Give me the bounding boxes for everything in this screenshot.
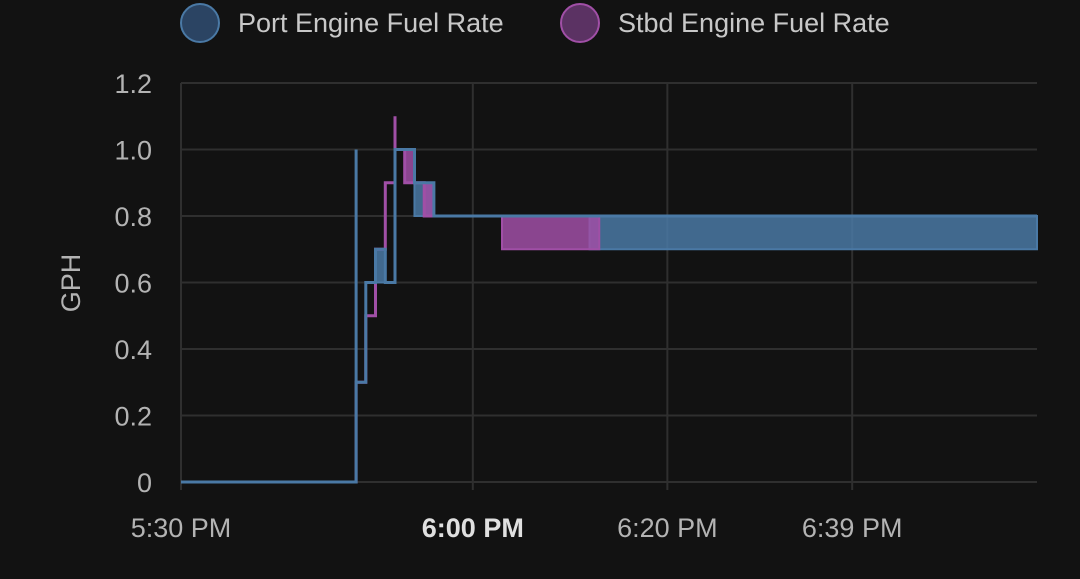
legend-swatch[interactable] — [180, 3, 220, 43]
y-tick-label: 0.4 — [114, 335, 152, 365]
x-tick-label: 6:39 PM — [802, 513, 903, 543]
legend-label[interactable]: Port Engine Fuel Rate — [238, 8, 504, 38]
y-tick-label: 0 — [137, 468, 152, 498]
y-axis-ticks: 0 0.2 0.4 0.6 0.8 1.0 1.2 — [114, 69, 152, 498]
series-band — [588, 215, 1039, 251]
x-tick-label: 6:20 PM — [617, 513, 718, 543]
series-line — [181, 116, 502, 484]
legend-swatch[interactable] — [560, 3, 600, 43]
y-tick-label: 0.2 — [114, 402, 152, 432]
legend: Port Engine Fuel Rate Stbd Engine Fuel Ra… — [180, 3, 890, 43]
y-axis-title: GPH — [56, 254, 86, 313]
grid-lines — [180, 82, 1037, 490]
x-tick-label: 6:00 PM — [422, 513, 524, 543]
series-line — [181, 148, 1037, 484]
y-tick-label: 0.8 — [114, 202, 152, 232]
y-tick-label: 1.0 — [114, 136, 152, 166]
series-lines — [181, 116, 1037, 484]
series-band — [501, 215, 601, 251]
y-tick-label: 0.6 — [114, 269, 152, 299]
legend-label[interactable]: Stbd Engine Fuel Rate — [618, 8, 890, 38]
y-tick-label: 1.2 — [114, 69, 152, 99]
x-axis-ticks: 5:30 PM 6:00 PM 6:20 PM 6:39 PM — [131, 513, 903, 543]
x-tick-label: 5:30 PM — [131, 513, 232, 543]
